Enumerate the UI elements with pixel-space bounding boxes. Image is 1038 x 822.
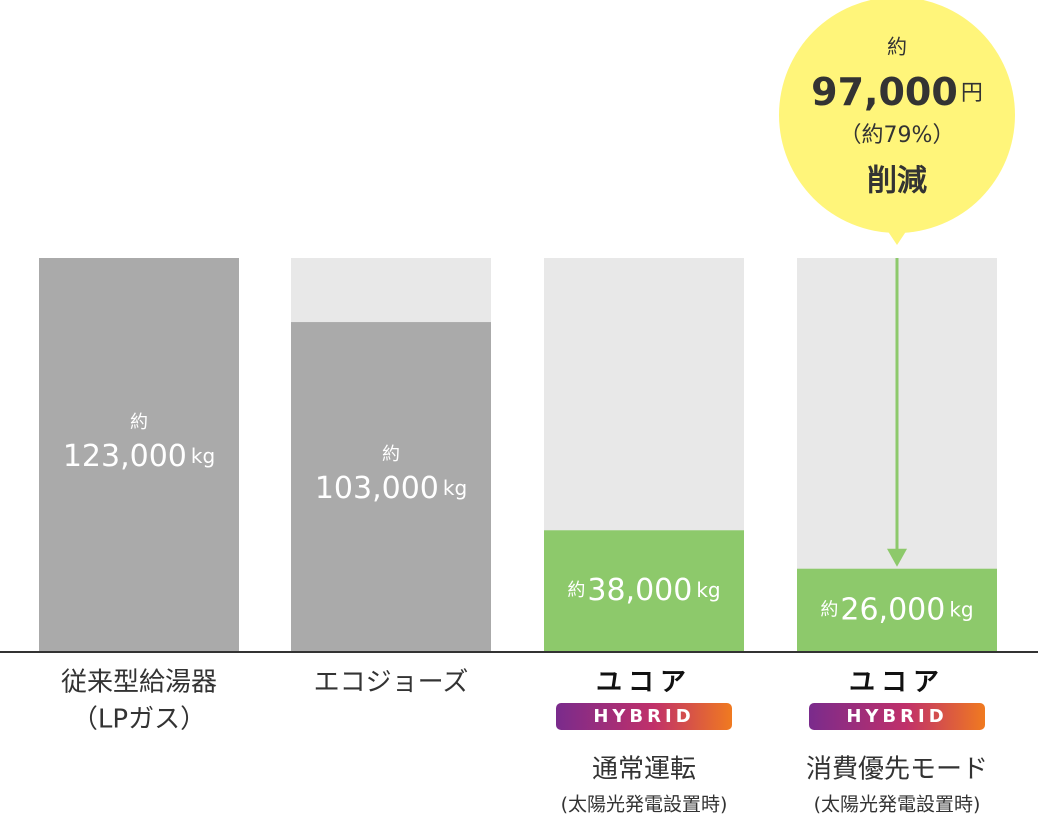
value-prefix: 約	[567, 580, 585, 601]
value-number: 103,000	[315, 471, 439, 506]
category-note: (太陽光発電設置時)	[561, 794, 728, 816]
callout-arrow-head	[887, 548, 907, 567]
category-label: 通常運転	[592, 755, 696, 785]
callout-pointer	[887, 230, 907, 245]
brand-name: ユコア	[596, 668, 692, 698]
category-label: 従来型給湯器	[61, 668, 217, 698]
category-note: (太陽光発電設置時)	[814, 794, 981, 816]
brand-name: ユコア	[849, 668, 945, 698]
value-unit: kg	[443, 476, 467, 500]
callout-sub: （約79%）	[840, 123, 955, 148]
value-number: 38,000	[587, 573, 692, 608]
value-prefix: 約	[820, 599, 838, 620]
callout-prefix: 約	[887, 35, 907, 59]
callout-bubble	[779, 0, 1015, 233]
brand-badge-text: HYBRID	[846, 706, 947, 727]
value-label: 約38,000 kg	[567, 573, 720, 608]
brand-badge-text: HYBRID	[593, 706, 694, 727]
value-prefix: 約	[382, 444, 400, 465]
value-number: 26,000	[840, 592, 945, 627]
category-label: エコジョーズ	[314, 668, 469, 698]
value-label: 約26,000 kg	[820, 592, 973, 627]
value-unit: kg	[696, 578, 720, 602]
callout-unit: 円	[961, 81, 983, 106]
value-label: 103,000 kg	[315, 471, 467, 506]
brand-badge	[556, 703, 732, 730]
value-prefix: 約	[130, 412, 148, 433]
value-number: 123,000	[63, 439, 187, 474]
brand-badge	[809, 703, 985, 730]
callout-value: 97,000 円	[811, 70, 983, 114]
category-note: （LPガス）	[72, 705, 206, 735]
value-label: 123,000 kg	[63, 439, 215, 474]
bar	[291, 322, 491, 652]
callout-text: 削減	[867, 164, 927, 199]
bar	[39, 258, 239, 652]
callout-number: 97,000	[811, 70, 958, 114]
value-unit: kg	[949, 597, 973, 621]
value-unit: kg	[191, 444, 215, 468]
category-label: 消費優先モード	[806, 755, 988, 785]
bar	[797, 568, 997, 652]
bar	[544, 530, 744, 652]
